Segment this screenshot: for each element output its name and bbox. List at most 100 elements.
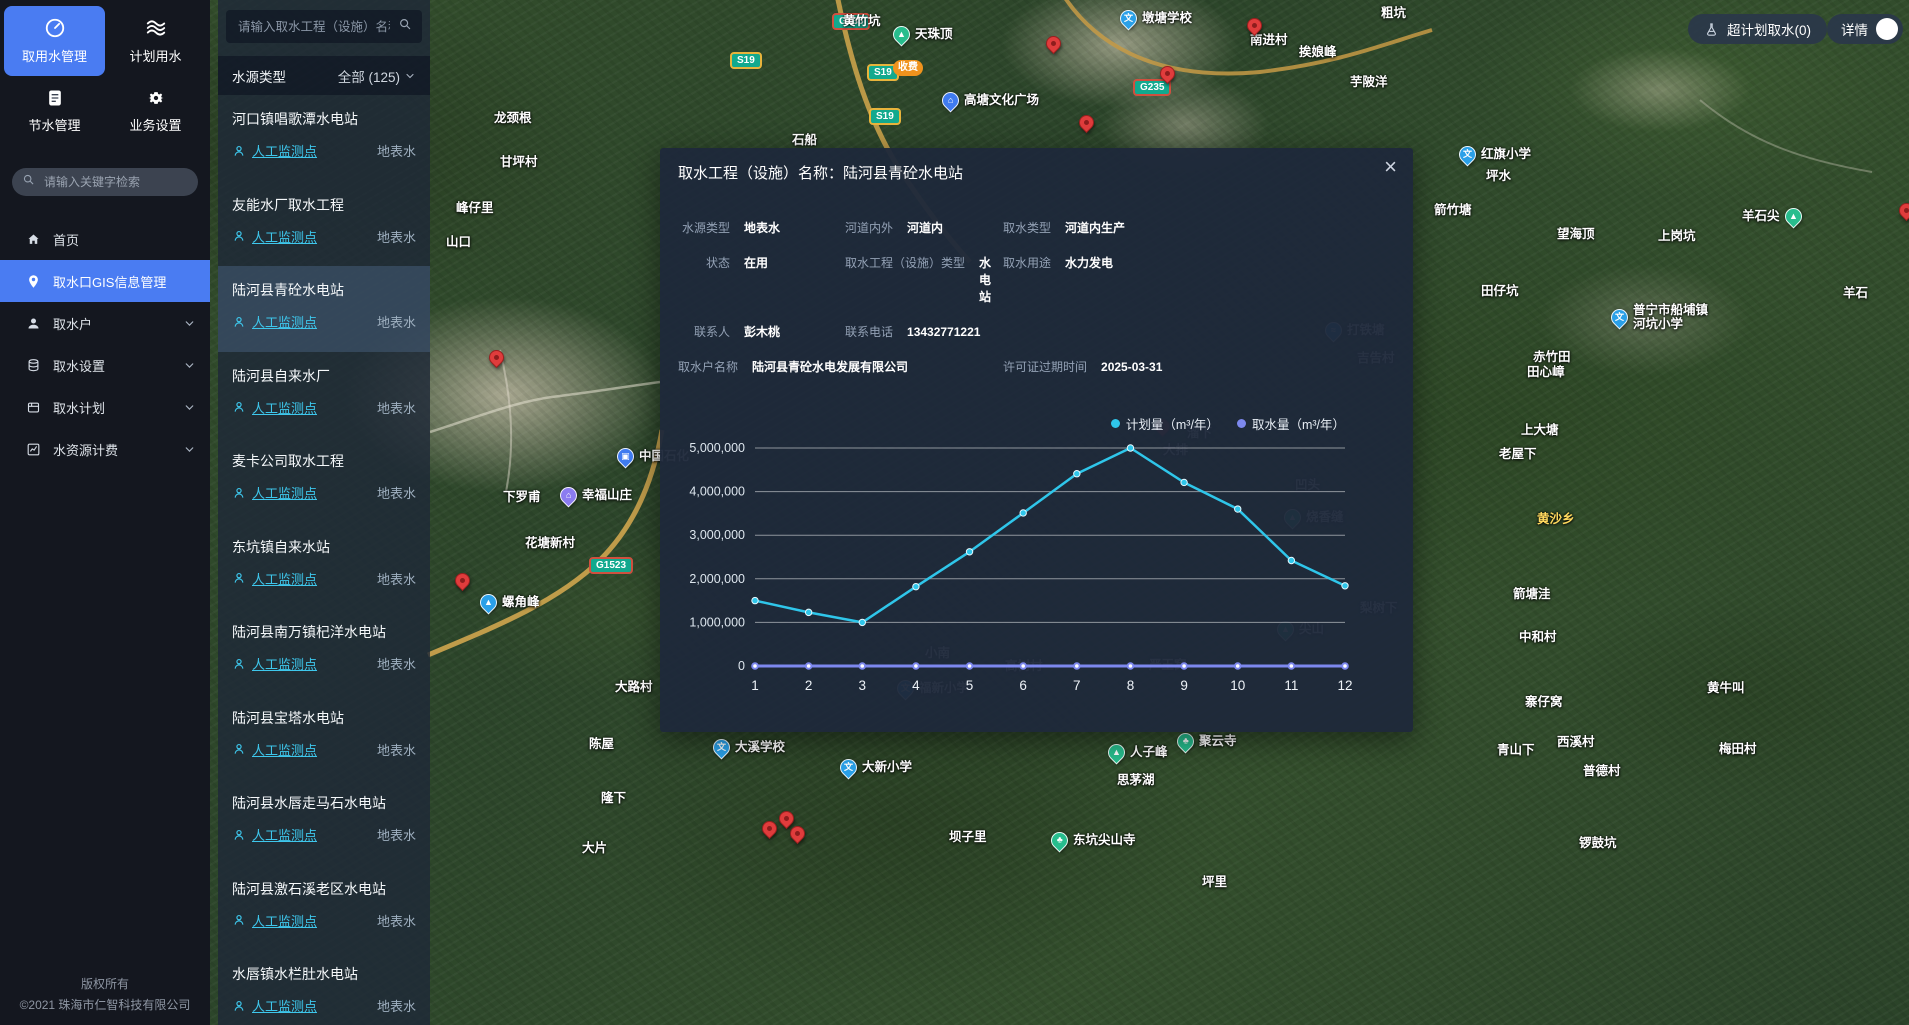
module-label: 业务设置 — [129, 118, 182, 133]
mountain-icon[interactable]: ▲ — [1104, 740, 1129, 765]
monitor-type-link[interactable]: 人工监测点 — [252, 828, 318, 843]
plan-icon — [26, 400, 41, 415]
culture-icon[interactable]: ⌂ — [938, 88, 963, 113]
list-item[interactable]: 陆河县水唇走马石水电站 人工监测点 地表水 — [218, 779, 430, 865]
sidebar-menu-item-2[interactable]: 取水户 — [0, 302, 210, 344]
map-poi[interactable]: ⌂ 幸福山庄 — [556, 483, 632, 508]
school-icon[interactable]: 文 — [1116, 6, 1141, 31]
menu-item-label: 取水计划 — [53, 400, 106, 416]
legend-item[interactable]: 计划量（m³/年） — [1110, 414, 1219, 433]
modal-field: 取水工程（设施）类型 水电站 — [845, 254, 1003, 305]
sidebar-module-1[interactable]: 计划用水 — [105, 6, 206, 76]
close-icon[interactable]: × — [1384, 154, 1397, 179]
mountain-icon[interactable]: ▲ — [889, 22, 914, 47]
monitor-type-link[interactable]: 人工监测点 — [252, 913, 318, 929]
list-item[interactable]: 陆河县激石溪老区水电站 人工监测点 地表水 — [218, 865, 430, 951]
mountain-icon[interactable]: ▲ — [1780, 204, 1806, 229]
monitor-type-link[interactable]: 人工监测点 — [252, 571, 318, 587]
map-poi[interactable]: 文墩塘学校 — [1116, 6, 1192, 31]
map-poi[interactable]: 文红旗小学 — [1455, 142, 1531, 167]
sidebar-menu-item-0[interactable]: 首页 — [0, 218, 210, 260]
svg-text:6: 6 — [1019, 678, 1027, 693]
map-poi[interactable]: ♣ 聚云寺 — [1173, 729, 1237, 754]
peakblue-icon[interactable]: ▲ — [476, 590, 501, 615]
search-icon[interactable] — [398, 17, 412, 36]
sidebar-menu-item-1[interactable]: 取水口GIS信息管理 — [0, 260, 210, 302]
svg-text:5: 5 — [966, 678, 974, 693]
legend-label: 计划量（m³/年） — [1125, 418, 1219, 432]
station-name: 陆河县自来水厂 — [232, 367, 330, 384]
school-icon[interactable]: 文 — [1607, 305, 1632, 330]
sidebar-module-3[interactable]: 业务设置 — [105, 76, 206, 146]
map-poi[interactable]: 文大溪学校 — [709, 735, 785, 760]
sidebar-menu-item-3[interactable]: 取水设置 — [0, 344, 210, 386]
keyword-search[interactable] — [12, 168, 201, 196]
monitor-type-link[interactable]: 人工监测点 — [252, 486, 318, 501]
water-source-type: 地表水 — [376, 657, 416, 672]
hotel-icon[interactable]: ⌂ — [556, 483, 581, 508]
sidebar-module-0[interactable]: 取用水管理 — [4, 6, 105, 76]
filter-dropdown[interactable]: 全部 (125) — [338, 66, 416, 86]
legend-item[interactable]: 取水量（m³/年） — [1236, 414, 1345, 433]
map-poi[interactable]: ▲ 羊石尖 — [1742, 204, 1806, 229]
list-item[interactable]: 陆河县宝塔水电站 人工监测点 地表水 — [218, 694, 430, 780]
school-icon[interactable]: 文 — [1455, 142, 1480, 167]
monitor-type-link[interactable]: 人工监测点 — [252, 400, 318, 416]
sidebar-menu-item-4[interactable]: 取水计划 — [0, 386, 210, 428]
detail-toggle[interactable]: 详情 — [1827, 14, 1903, 44]
temple-icon[interactable]: ♣ — [1047, 828, 1072, 853]
modal-title: 取水工程（设施）名称：陆河县青砼水电站 — [678, 165, 964, 182]
map-poi[interactable]: ▲ 人子峰 — [1104, 740, 1168, 765]
field-label: 取水户名称 — [678, 360, 739, 374]
monitor-type-link[interactable]: 人工监测点 — [252, 657, 318, 672]
map-poi[interactable]: 文普宁市船埔镇 河坑小学 — [1607, 303, 1709, 332]
poi-label: 东坑尖山寺 — [1073, 833, 1136, 848]
sidebar-menu-item-5[interactable]: 水资源计费 — [0, 428, 210, 470]
monitor-type-link[interactable]: 人工监测点 — [252, 144, 318, 159]
toggle-knob[interactable] — [1876, 18, 1898, 40]
school-icon[interactable]: 文 — [836, 755, 861, 780]
over-plan-water-badge[interactable]: 超计划取水(0) — [1688, 14, 1827, 44]
keyword-search-input[interactable] — [42, 174, 201, 190]
module-label: 计划用水 — [129, 49, 182, 64]
svg-text:4: 4 — [912, 678, 920, 693]
poi-label: 普宁市船埔镇 河坑小学 — [1633, 303, 1709, 332]
svg-text:3,000,000: 3,000,000 — [689, 528, 745, 542]
list-item[interactable]: 友能水厂取水工程 人工监测点 地表水 — [218, 181, 430, 267]
svg-text:7: 7 — [1073, 678, 1081, 693]
map-poi[interactable]: ▲ 螺角峰 — [476, 590, 540, 615]
water-source-type: 地表水 — [376, 913, 416, 929]
list-item[interactable]: 麦卡公司取水工程 人工监测点 地表水 — [218, 437, 430, 523]
poi-label: 羊石尖 — [1742, 209, 1780, 224]
map-poi[interactable]: 文大新小学 — [836, 755, 912, 780]
monitor-type-link[interactable]: 人工监测点 — [252, 229, 318, 245]
list-item[interactable]: 河口镇唱歌潭水电站 人工监测点 地表水 — [218, 95, 430, 181]
monitor-type-link[interactable]: 人工监测点 — [252, 999, 318, 1014]
map-poi[interactable]: ▲ 天珠顶 — [889, 22, 953, 47]
list-item[interactable]: 水唇镇水栏肚水电站 人工监测点 地表水 — [218, 950, 430, 1025]
list-item[interactable]: 东坑镇自来水站 人工监测点 地表水 — [218, 523, 430, 609]
map-poi[interactable]: ♣ 东坑尖山寺 — [1047, 828, 1136, 853]
map-place-label: 梅田村 — [1719, 742, 1757, 756]
list-item[interactable]: 陆河县南万镇杞洋水电站 人工监测点 地表水 — [218, 608, 430, 694]
map-place-label: 坝子里 — [949, 830, 987, 844]
map-poi[interactable]: ⌂ 高塘文化广场 — [938, 88, 1039, 113]
list-item[interactable]: 陆河县自来水厂人工监测点 地表水 — [218, 352, 430, 438]
water-source-type: 地表水 — [376, 400, 416, 416]
station-search[interactable] — [226, 10, 422, 43]
menu-item-label: 水资源计费 — [53, 442, 119, 458]
temple-icon[interactable]: ♣ — [1173, 729, 1198, 754]
sidebar-module-2[interactable]: 节水管理 — [4, 76, 105, 146]
map-place-label: 石船 — [792, 133, 818, 147]
field-label: 取水用途 — [1003, 256, 1052, 270]
monitor-type-link[interactable]: 人工监测点 — [252, 742, 318, 758]
gas-icon[interactable]: ▣ — [613, 444, 638, 469]
monitor-type-link[interactable]: 人工监测点 — [252, 315, 318, 330]
field-label: 取水工程（设施）类型 — [845, 256, 966, 270]
svg-text:0: 0 — [738, 659, 745, 673]
list-item[interactable]: 陆河县青砼水电站 人工监测点 地表水 — [218, 266, 430, 352]
road-badge: S19 — [730, 52, 762, 69]
station-search-input[interactable] — [236, 18, 392, 35]
menu-item-label: 取水设置 — [53, 358, 106, 374]
school-icon[interactable]: 文 — [709, 735, 734, 760]
